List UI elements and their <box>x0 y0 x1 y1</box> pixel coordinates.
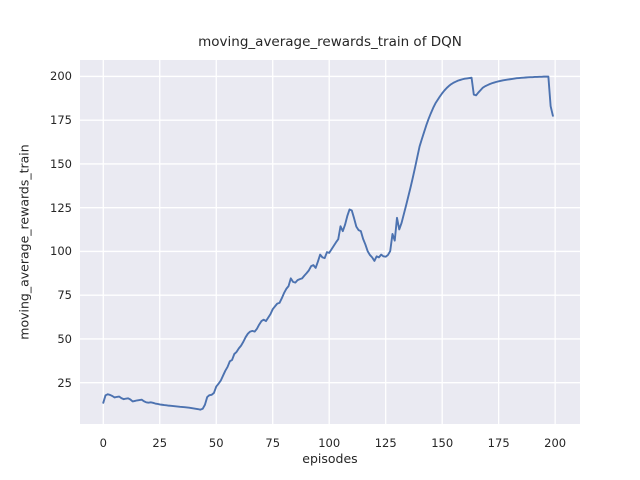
x-tick-label: 0 <box>99 436 107 450</box>
line-chart-canvas <box>80 60 580 424</box>
plot-area <box>80 60 580 424</box>
y-tick-label: 25 <box>57 375 72 390</box>
x-tick-label: 175 <box>487 436 510 450</box>
x-tick-label: 75 <box>265 436 281 450</box>
y-tick-label: 175 <box>50 113 72 128</box>
y-tick-label: 125 <box>50 200 72 215</box>
x-tick-label: 100 <box>318 436 341 450</box>
axes-background <box>80 60 580 424</box>
data-line <box>102 75 554 411</box>
chart-title: moving_average_rewards_train of DQN <box>198 34 462 50</box>
x-tick-label: 200 <box>544 436 567 450</box>
y-tick-label: 50 <box>57 331 72 346</box>
x-tick-label: 25 <box>152 436 168 450</box>
y-axis-label: moving_average_rewards_train <box>16 144 32 340</box>
y-tick-label: 100 <box>50 244 72 259</box>
y-tick-label: 150 <box>50 156 72 171</box>
y-tick-label: 75 <box>57 288 72 303</box>
x-axis-label: episodes <box>302 451 358 466</box>
x-tick-label: 125 <box>374 436 397 450</box>
x-tick-label: 150 <box>431 436 454 450</box>
y-tick-label: 200 <box>50 69 72 84</box>
x-tick-label: 50 <box>208 436 224 450</box>
